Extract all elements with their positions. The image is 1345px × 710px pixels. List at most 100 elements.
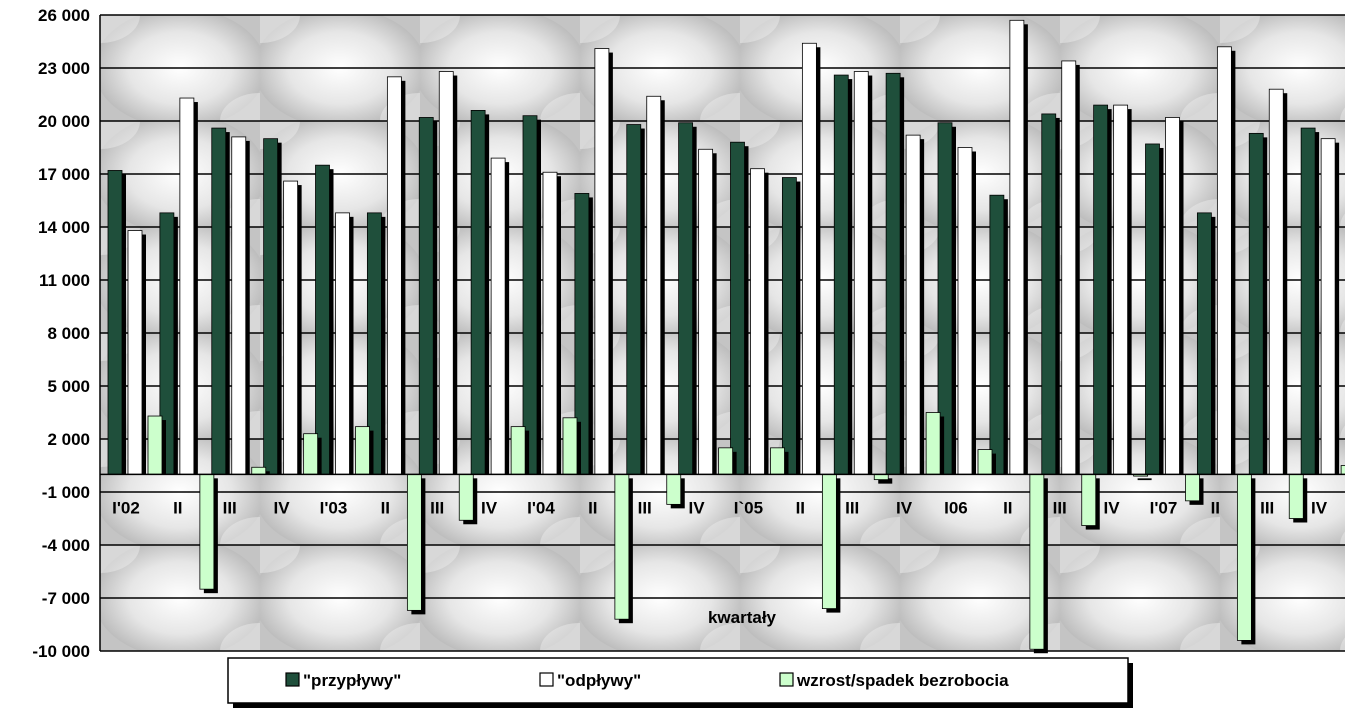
y-tick-label: 20 000 <box>38 112 90 131</box>
bar-change <box>458 473 474 521</box>
bar-inflow <box>470 110 486 475</box>
bar-outflow <box>1165 117 1180 475</box>
bar-change <box>355 426 370 475</box>
x-tick-label: IV <box>1311 498 1328 517</box>
x-tick-label: II <box>796 498 805 517</box>
y-tick-label: 26 000 <box>38 6 90 25</box>
bar-change <box>199 473 215 590</box>
x-tick-label: II <box>173 498 182 517</box>
bar-change <box>614 473 630 620</box>
legend-swatch <box>779 672 794 687</box>
bar-change <box>1081 473 1097 526</box>
y-tick-label: -10 000 <box>32 642 90 661</box>
bar-change <box>821 473 837 610</box>
x-tick-label: II <box>381 498 390 517</box>
legend-swatch <box>285 672 300 687</box>
bar-change <box>770 447 785 475</box>
x-tick-label: III <box>223 498 237 517</box>
bar-change <box>873 473 889 481</box>
bar-outflow <box>438 71 454 475</box>
bar-outflow <box>957 147 973 475</box>
bar-outflow <box>698 148 714 475</box>
bar-change <box>510 426 526 475</box>
bar-inflow <box>522 115 538 475</box>
bar-change <box>1236 473 1252 641</box>
bar-outflow <box>1113 104 1129 475</box>
bar-shadow <box>878 478 893 484</box>
legend-box <box>227 657 1129 704</box>
bar-change <box>666 473 682 505</box>
bar-change <box>977 449 993 475</box>
x-tick-label: IV <box>1104 498 1121 517</box>
bar-outflow <box>594 48 610 475</box>
bar-inflow <box>833 74 849 475</box>
bar-inflow <box>107 170 123 475</box>
bar-inflow <box>678 122 694 475</box>
x-tick-label: I'04 <box>527 498 555 517</box>
bar-change <box>147 415 163 475</box>
x-tick-label: II <box>588 498 597 517</box>
bar-outflow <box>542 171 558 475</box>
bar-outflow <box>335 212 350 475</box>
bar-change <box>1288 473 1304 519</box>
legend-swatch <box>539 672 554 687</box>
legend-label: "przypływy" <box>303 671 401 690</box>
y-tick-label: 14 000 <box>38 218 90 237</box>
bar-inflow <box>1041 113 1057 475</box>
bar-outflow <box>750 168 765 475</box>
legend: "przypływy" "odpływy" wzrost/spadek bezrob… <box>227 657 1133 708</box>
bar-inflow <box>1145 143 1160 475</box>
bar-inflow <box>1196 212 1212 475</box>
y-tick-label: 17 000 <box>38 165 90 184</box>
x-tick-label: I'07 <box>1150 498 1178 517</box>
bar-change <box>925 412 941 475</box>
bar-change <box>303 433 319 475</box>
y-axis: 26 000 23 000 20 000 17 000 14 000 11 000 8 00… <box>32 6 101 661</box>
bar-outflow <box>1320 138 1336 475</box>
y-tick-label: 23 000 <box>38 59 90 78</box>
x-axis: I'02 II III IV I'03 II III IV I'04 II III IV I`05 II I… <box>100 473 1345 517</box>
x-tick-label: I`05 <box>734 498 763 517</box>
bar-inflow <box>885 72 901 475</box>
x-tick-label: II <box>1003 498 1012 517</box>
bar-outflow <box>490 157 506 475</box>
y-tick-label: 5 000 <box>47 377 90 396</box>
bar-inflow <box>730 141 745 475</box>
bar-change <box>1340 465 1345 475</box>
x-axis-title: kwartały <box>708 608 777 627</box>
x-tick-label: II <box>1211 498 1220 517</box>
bar-inflow <box>211 127 227 475</box>
x-tick-label: III <box>430 498 444 517</box>
x-tick-label: I'02 <box>112 498 140 517</box>
bar-change <box>718 447 734 475</box>
bar-change <box>1029 473 1045 650</box>
y-tick-label: 2 000 <box>47 430 90 449</box>
legend-label: wzrost/spadek bezrobocia <box>796 671 1009 690</box>
bar-inflow <box>626 124 642 475</box>
bar-change <box>562 417 578 475</box>
bar-inflow <box>1248 132 1264 475</box>
x-tick-label: III <box>845 498 859 517</box>
bar-inflow <box>1093 104 1109 475</box>
x-tick-label: IV <box>689 498 706 517</box>
bar-change <box>1185 473 1200 502</box>
bar-change <box>251 466 267 475</box>
x-tick-label: III <box>1053 498 1067 517</box>
bar-outflow <box>386 76 402 475</box>
bar-inflow <box>1300 127 1316 475</box>
y-tick-label: -7 000 <box>42 589 90 608</box>
bars <box>107 19 1345 654</box>
bar-outflow <box>1268 88 1284 475</box>
x-tick-label: III <box>638 498 652 517</box>
bar-outflow <box>1216 46 1232 475</box>
y-tick-label: 11 000 <box>39 271 90 290</box>
legend-label: "odpływy" <box>557 671 641 690</box>
bar-inflow <box>418 117 434 475</box>
bar-outflow <box>127 230 143 475</box>
x-tick-label: IV <box>481 498 498 517</box>
bar-outflow <box>801 42 817 475</box>
y-tick-label: -1 000 <box>42 483 90 502</box>
bar-outflow <box>646 95 662 475</box>
bar-outflow <box>1009 19 1025 475</box>
